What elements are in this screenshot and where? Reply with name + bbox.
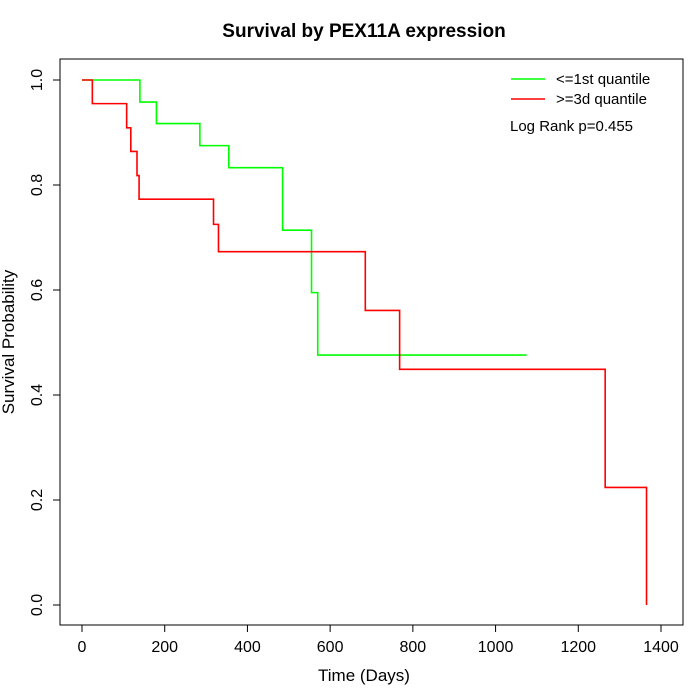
legend: <=1st quantile >=3d quantile (511, 71, 650, 108)
y-axis-label: Survival Probability (0, 269, 18, 414)
x-tick-label: 1000 (478, 639, 514, 656)
x-tick-label: 800 (400, 639, 427, 656)
x-axis-label: Time (Days) (318, 666, 410, 685)
y-tick-label: 0.2 (29, 489, 46, 511)
legend-label-1: <=1st quantile (556, 71, 650, 88)
x-tick-label: 200 (151, 639, 178, 656)
x-tick-label: 1400 (643, 639, 679, 656)
y-axis: 0.0 0.2 0.4 0.6 0.8 1.0 (29, 69, 61, 616)
series-line-1 (82, 79, 527, 356)
plot-frame (59, 58, 684, 626)
legend-label-2: >=3d quantile (556, 91, 647, 108)
y-tick-label: 0.8 (29, 174, 46, 196)
log-rank-annotation: Log Rank p=0.455 (510, 118, 633, 135)
x-tick-label: 1200 (560, 639, 596, 656)
x-tick-label: 600 (317, 639, 344, 656)
y-tick-label: 0.6 (29, 279, 46, 301)
x-tick-label: 400 (234, 639, 261, 656)
y-tick-label: 0.4 (29, 384, 46, 406)
x-tick-label: 0 (78, 639, 87, 656)
x-axis: 0 200 400 600 800 1000 1200 1400 (78, 624, 679, 656)
series-line-2 (82, 79, 648, 605)
chart-title: Survival by PEX11A expression (222, 21, 505, 42)
series-layer (82, 79, 648, 605)
y-tick-label: 1.0 (29, 69, 46, 91)
y-tick-label: 0.0 (29, 594, 46, 616)
